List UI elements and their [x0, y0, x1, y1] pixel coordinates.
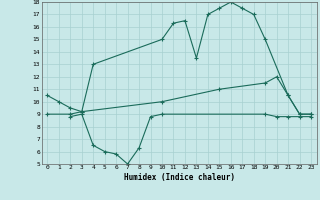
- X-axis label: Humidex (Indice chaleur): Humidex (Indice chaleur): [124, 173, 235, 182]
